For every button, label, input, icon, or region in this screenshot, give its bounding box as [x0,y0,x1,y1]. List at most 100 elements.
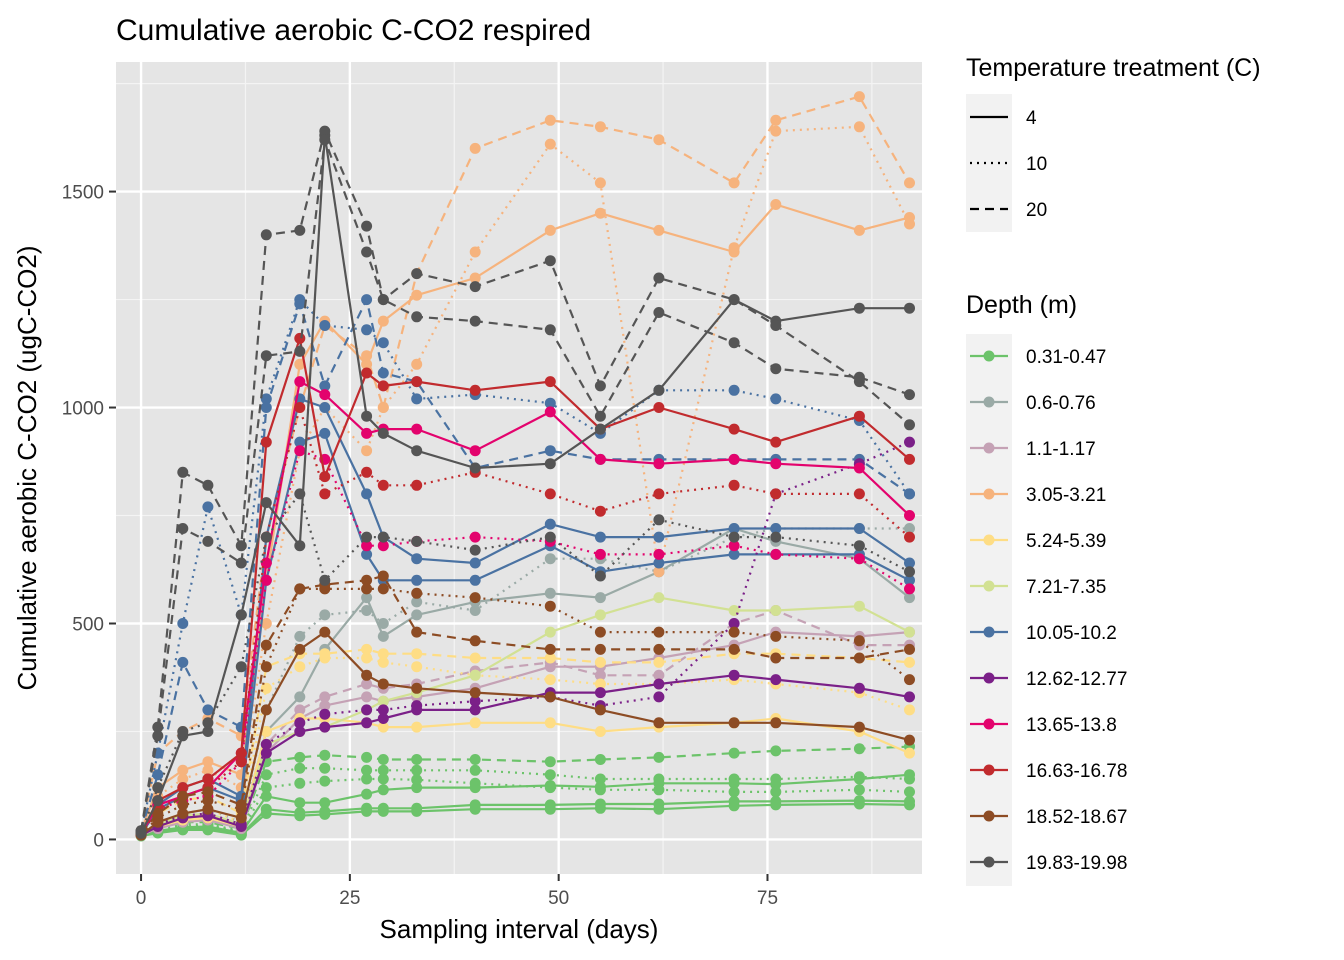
data-point [411,626,423,638]
data-point [177,790,189,802]
data-point [544,531,556,543]
data-point [770,125,782,137]
data-point [411,596,423,608]
data-point [904,574,915,586]
data-point [544,488,556,500]
data-point [294,224,306,236]
data-point [544,782,556,794]
linetype-legend-keys: 4 10 20 [970,108,1047,221]
data-point [653,514,665,526]
data-point [544,445,556,457]
data-point [853,795,865,807]
data-point [177,764,189,776]
data-point [294,345,306,357]
color-key-point [983,488,995,500]
data-point [411,535,423,547]
major-gridlines [116,62,922,874]
data-point [411,682,423,694]
data-point [411,774,423,786]
x-axis-title: Sampling interval (days) [380,914,659,944]
data-point [319,488,331,500]
data-point [361,764,373,776]
data-point [728,548,740,560]
color-key-label: 10.05-10.2 [1026,623,1117,644]
data-point [594,609,606,621]
data-point [294,488,306,500]
data-point [544,756,556,768]
data-point [361,488,373,500]
data-point [319,574,331,586]
data-point [653,773,665,785]
data-point [853,721,865,733]
data-point [770,436,782,448]
data-point [770,320,782,331]
x-tick-label: 0 [136,888,147,909]
data-point [469,557,481,569]
data-point [469,272,481,284]
data-point [361,548,373,560]
data-point [544,626,556,638]
data-point [294,445,306,457]
data-point [594,453,606,465]
data-point [411,268,423,280]
data-point [770,531,782,543]
series-33 [135,488,915,839]
data-point [260,436,272,448]
data-point [594,669,606,681]
data-point [653,566,665,578]
data-point [411,423,423,435]
data-point [260,402,272,413]
data-point [377,294,389,306]
data-point [177,782,189,794]
data-point [544,518,556,530]
data-point [544,674,556,686]
data-point [469,635,481,647]
data-point [594,207,606,219]
data-point [544,769,556,781]
data-point [594,626,606,638]
data-point [377,479,389,491]
linetype-key-label: 10 [1026,154,1047,175]
data-point [770,786,782,798]
y-tick-label: 1500 [62,183,104,204]
data-point [853,771,865,783]
data-point [260,738,272,750]
data-point [853,488,865,500]
data-point [177,656,189,668]
data-point [728,786,740,798]
data-point [594,177,606,189]
data-point [469,687,481,699]
data-point [319,775,331,787]
data-point [361,643,373,655]
data-point [770,114,782,126]
data-point [411,574,423,586]
panel-background [116,62,922,874]
data-point [469,574,481,586]
data-point [728,177,740,189]
data-point [177,466,189,478]
data-point [361,802,373,814]
data-point [469,592,481,604]
data-point [377,678,389,690]
data-point [235,557,247,569]
data-point [319,320,331,331]
data-point [469,315,481,327]
color-key-label: 16.63-16.78 [1026,761,1127,782]
data-point [361,691,373,703]
data-point [294,332,306,344]
data-point [728,669,740,681]
data-point [853,302,865,314]
data-point [202,795,214,807]
color-key-label: 3.05-3.21 [1026,485,1106,506]
data-point [235,661,247,673]
data-point [653,784,665,796]
data-point [770,458,782,470]
data-point [361,788,373,800]
data-point [904,643,915,655]
data-point [853,540,865,552]
data-point [594,570,606,582]
data-point [904,436,915,448]
data-point [319,134,331,146]
data-point [361,751,373,763]
